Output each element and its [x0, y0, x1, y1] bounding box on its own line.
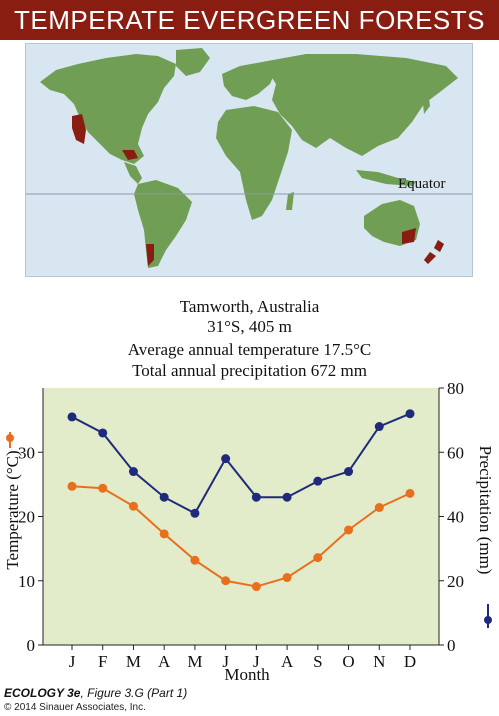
total-precipitation: Total annual precipitation 672 mm: [132, 361, 367, 380]
temperature-point-1: [98, 483, 108, 493]
biome-pacific-northwest: [72, 114, 86, 144]
precipitation-point-0: [67, 412, 77, 422]
precipitation-point-1: [98, 428, 108, 438]
x-tick-label-9: O: [342, 652, 354, 671]
left-axis-legend-marker: [6, 432, 14, 448]
precipitation-point-10: [374, 422, 384, 432]
temperature-point-8: [313, 553, 323, 563]
indonesia-landmass: [356, 170, 416, 186]
series-lines: [67, 409, 415, 592]
temperature-legend-dot: [6, 434, 14, 442]
biome-southeast-australia: [402, 228, 416, 244]
world-map-graphic: Equator: [26, 48, 472, 268]
temperature-point-5: [221, 576, 231, 586]
africa-landmass: [216, 106, 292, 220]
biome-new-zealand: [424, 240, 444, 264]
left-tick-label-1: 10: [18, 572, 35, 591]
figure-number: , Figure 3.G (Part 1): [80, 686, 188, 700]
japan-landmass: [422, 90, 430, 114]
equator-label: Equator: [398, 176, 445, 192]
copyright-notice: © 2014 Sinauer Associates, Inc.: [4, 702, 146, 713]
left-tick-label-2: 20: [18, 508, 35, 527]
temperature-point-3: [159, 529, 169, 539]
temperature-point-11: [405, 488, 415, 498]
temperature-point-9: [344, 525, 354, 535]
biome-chile: [146, 244, 154, 266]
x-tick-label-2: M: [126, 652, 141, 671]
left-axis-title: Temperature (°C): [3, 450, 22, 569]
temperature-point-2: [128, 501, 138, 511]
precipitation-point-11: [405, 409, 415, 419]
average-temperature: Average annual temperature 17.5°C: [127, 340, 372, 359]
temperature-point-7: [282, 573, 292, 583]
book-title: ECOLOGY 3e: [4, 686, 81, 700]
precipitation-point-2: [128, 467, 138, 477]
right-tick-label-3: 60: [447, 443, 464, 462]
precipitation-point-7: [282, 492, 292, 502]
right-axis-title: Precipitation (mm): [476, 446, 495, 575]
plot-background: [43, 388, 439, 645]
right-axis-ticks: 0 20 40 60 80: [439, 380, 464, 655]
x-tick-label-11: D: [404, 652, 416, 671]
right-tick-label-2: 40: [447, 508, 464, 527]
temperature-point-0: [67, 481, 77, 491]
right-tick-label-1: 20: [447, 572, 464, 591]
x-axis-title: Month: [224, 665, 270, 684]
right-tick-label-0: 0: [447, 636, 456, 655]
precipitation-line: [71, 412, 411, 515]
x-tick-label-6: J: [253, 652, 260, 671]
station-name: Tamworth, Australia: [179, 297, 320, 316]
station-coordinates: 31°S, 405 m: [207, 317, 292, 336]
x-tick-label-1: F: [98, 652, 107, 671]
madagascar-landmass: [286, 192, 294, 210]
north-america-landmass: [40, 54, 176, 164]
precipitation-legend-dot: [484, 616, 492, 624]
temperature-point-10: [374, 503, 384, 513]
precipitation-point-6: [251, 492, 261, 502]
precipitation-point-9: [344, 467, 354, 477]
x-tick-label-5: J: [222, 652, 229, 671]
x-tick-label-0: J: [69, 652, 76, 671]
x-tick-label-10: N: [373, 652, 385, 671]
left-axis-ticks: 0 10 20 30: [18, 443, 43, 655]
x-tick-label-7: A: [281, 652, 294, 671]
precipitation-point-5: [221, 454, 231, 464]
precipitation-point-8: [313, 476, 323, 486]
right-axis-legend-marker: [484, 604, 492, 628]
south-america-landmass: [134, 180, 192, 268]
greenland-landmass: [176, 48, 210, 76]
left-tick-label-0: 0: [27, 636, 36, 655]
central-america-landmass: [124, 162, 142, 184]
x-tick-label-4: M: [187, 652, 202, 671]
x-tick-label-3: A: [158, 652, 171, 671]
temperature-point-4: [190, 555, 200, 565]
europe-landmass: [222, 62, 276, 100]
right-tick-label-4: 80: [447, 380, 464, 398]
figure-banner-title: TEMPERATE EVERGREEN FORESTS: [0, 0, 499, 40]
temperature-point-6: [251, 582, 261, 592]
figure-caption: ECOLOGY 3e, Figure 3.G (Part 1): [4, 686, 187, 700]
precipitation-point-3: [159, 492, 169, 502]
left-tick-label-3: 30: [18, 443, 35, 462]
precipitation-point-4: [190, 508, 200, 518]
x-tick-label-8: S: [313, 652, 322, 671]
asia-landmass: [262, 54, 458, 156]
world-map: Equator: [25, 43, 473, 277]
temperature-line: [71, 485, 411, 588]
biome-southeast-us: [122, 150, 138, 160]
